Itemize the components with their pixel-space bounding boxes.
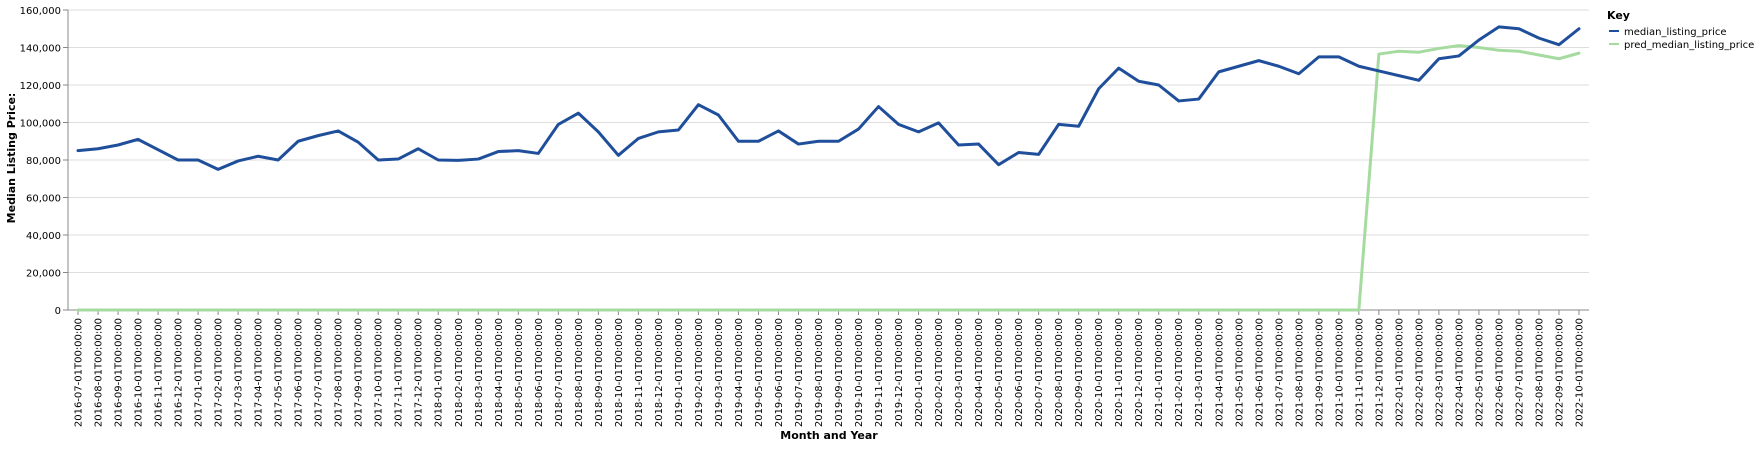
x-tick-label: 2018-07-01T00:00:00 [554,318,565,427]
y-tick-label: 120,000 [20,81,61,92]
x-tick-label: 2021-07-01T00:00:00 [1274,318,1285,427]
x-tick-label: 2020-06-01T00:00:00 [1014,318,1025,427]
x-tick-label: 2022-08-01T00:00:00 [1534,318,1545,427]
x-tick-label: 2022-10-01T00:00:00 [1574,318,1585,427]
x-tick-label: 2021-12-01T00:00:00 [1374,318,1385,427]
x-tick-label: 2021-10-01T00:00:00 [1334,318,1345,427]
gridlines [68,9,1589,311]
x-tick-label: 2019-10-01T00:00:00 [854,318,865,427]
x-tick-label: 2020-10-01T00:00:00 [1094,318,1105,427]
x-tick-label: 2019-06-01T00:00:00 [774,318,785,427]
y-axis-title: Median Listing Price: [5,93,18,224]
y-tick-label: 20,000 [26,269,61,280]
x-tick-label: 2017-03-01T00:00:00 [234,318,245,427]
x-tick-label: 2016-08-01T00:00:00 [94,318,105,427]
x-tick-label: 2017-05-01T00:00:00 [274,318,285,427]
y-tick-label: 60,000 [26,194,61,205]
x-tick-label: 2018-09-01T00:00:00 [594,318,605,427]
x-tick-label: 2017-10-01T00:00:00 [374,318,385,427]
x-tick-label: 2021-04-01T00:00:00 [1214,318,1225,427]
x-tick-label: 2022-05-01T00:00:00 [1474,318,1485,427]
x-tick-label: 2018-08-01T00:00:00 [574,318,585,427]
x-tick-label: 2018-10-01T00:00:00 [614,318,625,427]
x-tick-label: 2021-05-01T00:00:00 [1234,318,1245,427]
x-tick-label: 2022-02-01T00:00:00 [1414,318,1425,427]
x-tick-label: 2016-07-01T00:00:00 [74,318,85,427]
y-tick-label: 0 [55,306,61,317]
x-tick-label: 2021-08-01T00:00:00 [1294,318,1305,427]
x-tick-label: 2017-12-01T00:00:00 [414,318,425,427]
x-tick-label: 2022-09-01T00:00:00 [1554,318,1565,427]
x-tick-label: 2019-02-01T00:00:00 [694,318,705,427]
y-tick-label: 40,000 [26,231,61,242]
x-tick-label: 2018-05-01T00:00:00 [514,318,525,427]
x-tick-label: 2020-03-01T00:00:00 [954,318,965,427]
x-tick-label: 2020-05-01T00:00:00 [994,318,1005,427]
x-tick-label: 2019-03-01T00:00:00 [714,318,725,427]
legend-label: median_listing_price [1624,27,1727,38]
y-tick-label: 160,000 [20,6,61,17]
x-tick-label: 2022-06-01T00:00:00 [1494,318,1505,427]
series-line-pred-median-listing-price [76,44,1581,312]
x-tick-label: 2019-05-01T00:00:00 [754,318,765,427]
x-tick-label: 2021-03-01T00:00:00 [1194,318,1205,427]
x-tick-label: 2020-07-01T00:00:00 [1034,318,1045,427]
x-tick-label: 2020-04-01T00:00:00 [974,318,985,427]
x-tick-label: 2017-04-01T00:00:00 [254,318,265,427]
x-tick-label: 2016-12-01T00:00:00 [174,318,185,427]
y-tick-label: 100,000 [20,119,61,130]
x-tick-label: 2021-06-01T00:00:00 [1254,318,1265,427]
legend: Key median_listing_price pred_median_list… [1607,9,1754,51]
x-tick-label: 2022-01-01T00:00:00 [1394,318,1405,427]
y-tick-label: 80,000 [26,156,61,167]
x-tick-label: 2020-12-01T00:00:00 [1134,318,1145,427]
x-tick-label: 2021-09-01T00:00:00 [1314,318,1325,427]
x-tick-label: 2021-11-01T00:00:00 [1354,318,1365,427]
x-tick-label: 2020-11-01T00:00:00 [1114,318,1125,427]
x-tick-label: 2017-09-01T00:00:00 [354,318,365,427]
x-tick-label: 2016-10-01T00:00:00 [134,318,145,427]
x-tick-label: 2018-12-01T00:00:00 [654,318,665,427]
x-tick-label: 2019-07-01T00:00:00 [794,318,805,427]
x-tick-label: 2017-06-01T00:00:00 [294,318,305,427]
x-tick-label: 2019-09-01T00:00:00 [834,318,845,427]
x-tick-label: 2017-02-01T00:00:00 [214,318,225,427]
x-tick-label: 2018-01-01T00:00:00 [434,318,445,427]
y-tick-label: 140,000 [20,44,61,55]
series-line-median-listing-price [76,25,1581,171]
x-tick-label: 2022-07-01T00:00:00 [1514,318,1525,427]
x-tick-label: 2017-01-01T00:00:00 [194,318,205,427]
x-tick-label: 2022-03-01T00:00:00 [1434,318,1445,427]
x-tick-label: 2020-01-01T00:00:00 [914,318,925,427]
x-tick-label: 2018-06-01T00:00:00 [534,318,545,427]
x-tick-label: 2018-02-01T00:00:00 [454,318,465,427]
x-tick-label: 2019-11-01T00:00:00 [874,318,885,427]
x-tick-label: 2020-09-01T00:00:00 [1074,318,1085,427]
x-tick-label: 2019-12-01T00:00:00 [894,318,905,427]
x-tick-label: 2018-11-01T00:00:00 [634,318,645,427]
series-lines [76,25,1581,312]
x-tick-label: 2016-09-01T00:00:00 [114,318,125,427]
x-tick-label: 2017-08-01T00:00:00 [334,318,345,427]
x-tick-label: 2017-11-01T00:00:00 [394,318,405,427]
x-tick-label: 2021-02-01T00:00:00 [1174,318,1185,427]
x-tick-label: 2016-11-01T00:00:00 [154,318,165,427]
x-tick-label: 2019-01-01T00:00:00 [674,318,685,427]
axes: 0 20,000 40,000 60,000 80,000 100,000 120,000 1… [20,6,1589,427]
x-tick-label: 2017-07-01T00:00:00 [314,318,325,427]
legend-title: Key [1607,9,1630,22]
x-tick-label: 2022-04-01T00:00:00 [1454,318,1465,427]
x-tick-label: 2018-03-01T00:00:00 [474,318,485,427]
x-tick-label: 2020-08-01T00:00:00 [1054,318,1065,427]
x-tick-label: 2021-01-01T00:00:00 [1154,318,1165,427]
legend-label: pred_median_listing_price [1624,40,1754,51]
x-tick-label: 2019-08-01T00:00:00 [814,318,825,427]
x-axis-title: Month and Year [780,429,878,442]
x-tick-label: 2020-02-01T00:00:00 [934,318,945,427]
x-tick-label: 2018-04-01T00:00:00 [494,318,505,427]
x-tick-label: 2019-04-01T00:00:00 [734,318,745,427]
